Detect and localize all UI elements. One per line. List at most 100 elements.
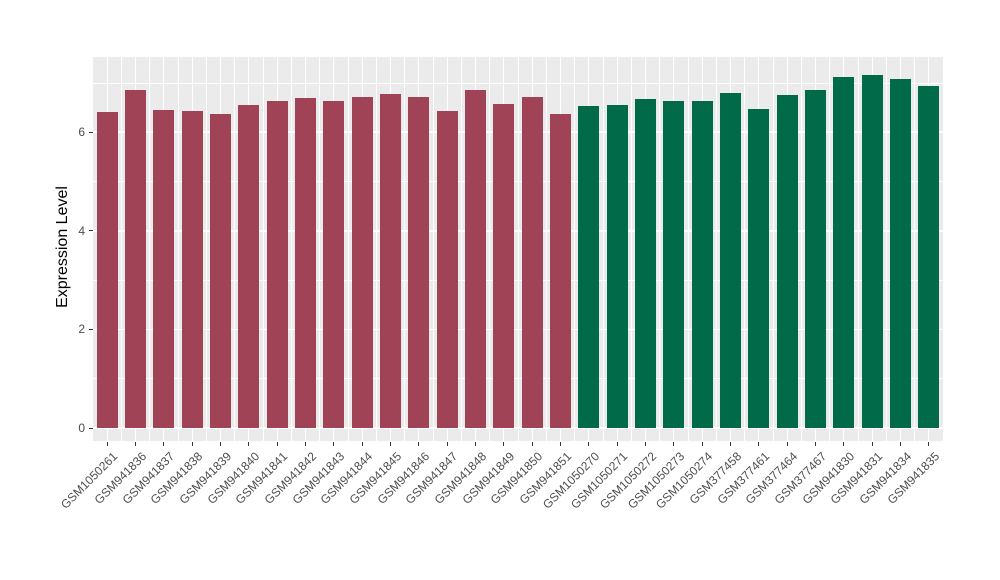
bar-GSM377467 [805,89,826,428]
bar-GSM1050261 [96,111,118,428]
x-axis-tick [106,442,108,446]
x-axis-tick [220,442,221,446]
vertical-minor-gridline [744,57,746,441]
x-axis-tick [475,442,476,446]
x-axis-tick [673,442,675,446]
x-axis-tick [560,442,561,446]
x-axis-tick [588,442,590,446]
bar-GSM1050274 [691,100,713,428]
vertical-minor-gridline [149,57,151,441]
y-tick-label: 6 [78,125,85,140]
bar-GSM941850 [521,97,543,428]
x-axis-tick [730,442,731,446]
x-axis-tick [871,442,873,446]
vertical-minor-gridline [630,57,632,441]
x-axis-tick [928,442,930,446]
bar-GSM941831 [861,74,883,428]
vertical-minor-gridline [829,57,831,441]
vertical-minor-gridline [545,57,547,441]
x-axis-tick [361,442,363,446]
vertical-minor-gridline [120,57,122,441]
y-axis-tick [88,230,93,232]
x-axis-tick [446,442,448,446]
plot-panel [93,57,943,441]
y-axis-title: Expression Level [54,186,71,308]
x-axis-tick [390,442,391,446]
y-axis-tick [88,328,93,330]
bar-GSM941843 [323,100,345,428]
vertical-minor-gridline [177,57,179,441]
vertical-minor-gridline [914,57,916,441]
bar-GSM941848 [465,90,486,428]
x-axis-tick [163,442,165,446]
vertical-minor-gridline [800,57,802,441]
vertical-minor-gridline [715,57,717,441]
vertical-minor-gridline [432,57,434,441]
vertical-minor-gridline [489,57,491,441]
y-axis-tick [88,131,93,133]
vertical-minor-gridline [319,57,321,441]
bar-GSM377464 [776,94,798,428]
bar-GSM941849 [493,103,515,428]
bar-GSM941840 [238,104,260,428]
x-axis-tick [418,442,420,446]
bar-GSM941834 [890,78,911,428]
bar-GSM941841 [266,100,288,428]
vertical-minor-gridline [234,57,236,441]
vertical-minor-gridline [687,57,689,441]
bar-GSM941851 [550,113,571,428]
bar-GSM1050273 [663,101,685,428]
x-axis-tick [843,442,845,446]
x-axis-tick [701,442,703,446]
vertical-minor-gridline [262,57,264,441]
x-axis-tick [333,442,335,446]
vertical-minor-gridline [772,57,774,441]
bar-GSM941839 [210,114,231,428]
vertical-minor-gridline [205,57,207,441]
vertical-minor-gridline [659,57,661,441]
vertical-minor-gridline [460,57,462,441]
bar-GSM1050271 [606,104,628,428]
vertical-minor-gridline [857,57,859,441]
y-tick-label: 0 [78,421,85,435]
x-axis-tick [900,442,901,446]
bar-GSM941836 [125,90,146,428]
bar-GSM1050270 [578,105,600,428]
bar-GSM941845 [380,93,401,428]
bar-GSM941844 [351,96,373,428]
bar-GSM941830 [833,76,855,428]
x-axis-tick [305,442,306,446]
y-axis-tick [88,427,93,429]
y-tick-label: 2 [78,322,85,337]
x-axis-tick [531,442,533,446]
vertical-minor-gridline [574,57,576,441]
bar-GSM941842 [295,98,316,428]
x-axis-tick [248,442,250,446]
x-axis-tick [815,442,816,446]
bar-GSM941835 [918,86,940,428]
bar-GSM941846 [408,97,430,428]
x-axis-tick [276,442,278,446]
vertical-minor-gridline [375,57,377,441]
vertical-minor-gridline [290,57,292,441]
vertical-minor-gridline [885,57,887,441]
bar-GSM377458 [720,93,741,428]
vertical-minor-gridline [517,57,519,441]
bar-GSM941847 [436,110,458,428]
x-axis-tick [645,442,646,446]
bar-GSM941838 [181,111,203,428]
x-axis-tick [191,442,193,446]
bar-GSM1050272 [635,98,656,428]
vertical-minor-gridline [404,57,406,441]
x-axis-tick [786,442,788,446]
vertical-minor-gridline [602,57,604,441]
bar-GSM941837 [153,109,175,428]
x-axis-tick [135,442,136,446]
x-axis-tick [503,442,505,446]
y-tick-label: 4 [78,223,85,238]
x-axis-tick [758,442,760,446]
x-axis-tick [616,442,618,446]
vertical-minor-gridline [347,57,349,441]
bar-GSM377461 [748,108,770,428]
